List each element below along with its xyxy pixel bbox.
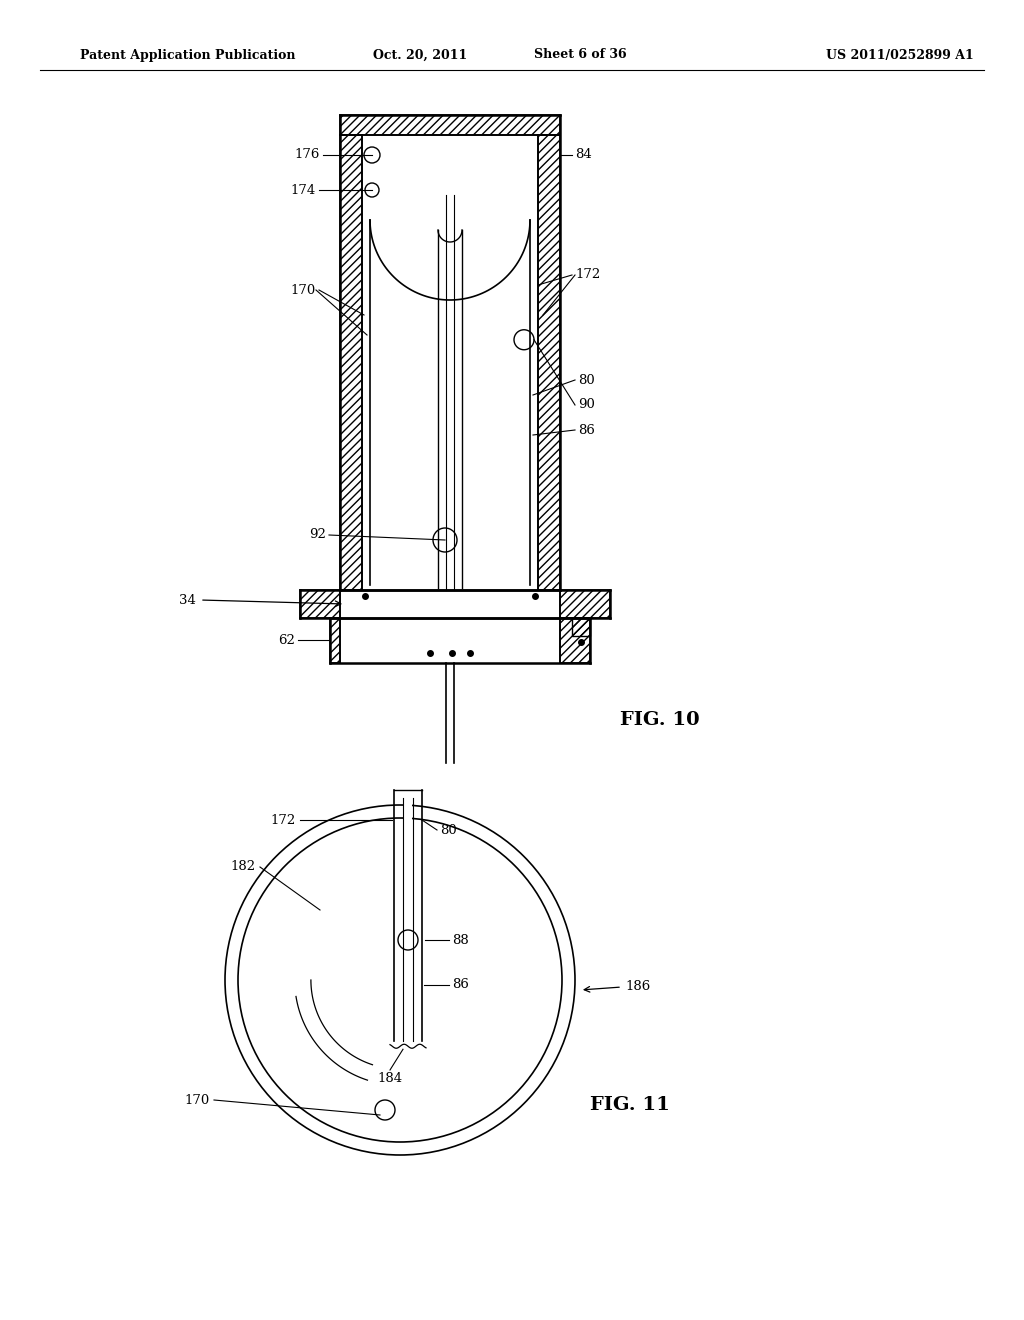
Text: 84: 84 — [575, 149, 592, 161]
Text: 90: 90 — [578, 399, 595, 412]
Text: 172: 172 — [575, 268, 600, 281]
Text: 88: 88 — [452, 933, 469, 946]
Text: FIG. 10: FIG. 10 — [620, 711, 699, 729]
Text: Oct. 20, 2011: Oct. 20, 2011 — [373, 49, 467, 62]
Text: 92: 92 — [309, 528, 326, 541]
Text: FIG. 11: FIG. 11 — [590, 1096, 670, 1114]
Text: 86: 86 — [452, 978, 469, 991]
Text: 62: 62 — [279, 634, 295, 647]
Text: 172: 172 — [270, 813, 296, 826]
Text: 184: 184 — [378, 1072, 402, 1085]
Text: 182: 182 — [230, 861, 256, 874]
Text: 186: 186 — [625, 981, 650, 994]
Text: Sheet 6 of 36: Sheet 6 of 36 — [534, 49, 627, 62]
Text: 170: 170 — [184, 1093, 210, 1106]
Text: 80: 80 — [578, 374, 595, 387]
Polygon shape — [404, 799, 412, 1041]
Text: US 2011/0252899 A1: US 2011/0252899 A1 — [826, 49, 974, 62]
Text: 174: 174 — [291, 183, 316, 197]
Text: 176: 176 — [295, 149, 319, 161]
Text: 80: 80 — [440, 824, 457, 837]
Text: 34: 34 — [179, 594, 196, 606]
Text: Patent Application Publication: Patent Application Publication — [80, 49, 296, 62]
Text: 170: 170 — [291, 284, 316, 297]
Text: 86: 86 — [578, 424, 595, 437]
